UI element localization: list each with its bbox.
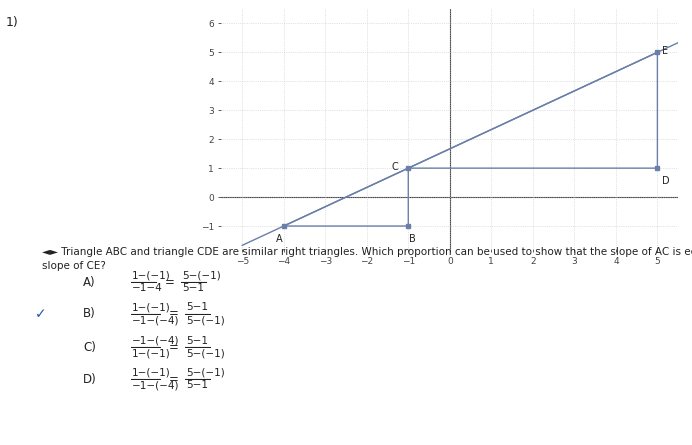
Text: =: = (168, 307, 179, 320)
Text: A: A (276, 234, 283, 244)
Text: ◄► Triangle ABC and triangle CDE are similar right triangles. Which proportion c: ◄► Triangle ABC and triangle CDE are sim… (42, 247, 692, 257)
Text: 1−(−1): 1−(−1) (131, 303, 170, 312)
Text: =: = (165, 275, 174, 289)
Text: ✓: ✓ (35, 307, 46, 321)
Text: 1−(−1): 1−(−1) (131, 348, 170, 358)
Text: 5−(−1): 5−(−1) (185, 348, 224, 358)
Text: 1−(−1): 1−(−1) (131, 271, 170, 281)
Text: 5−1: 5−1 (185, 303, 208, 312)
Text: 1−(−1): 1−(−1) (131, 368, 170, 378)
Text: B): B) (83, 307, 95, 320)
Text: 5−(−1): 5−(−1) (185, 315, 224, 325)
Text: slope of CE?: slope of CE? (42, 261, 105, 271)
Text: −1−(−4): −1−(−4) (131, 336, 179, 346)
Text: −1−4: −1−4 (131, 283, 162, 293)
Text: 5−1: 5−1 (185, 380, 208, 390)
Text: =: = (168, 372, 179, 386)
Text: B: B (409, 234, 416, 244)
Text: C): C) (83, 340, 96, 354)
Text: D: D (662, 176, 670, 186)
Text: −1−(−4): −1−(−4) (131, 315, 179, 325)
Text: 5−(−1): 5−(−1) (182, 271, 221, 281)
Text: 5−1: 5−1 (182, 283, 204, 293)
Text: 1): 1) (6, 16, 18, 28)
Text: −1−(−4): −1−(−4) (131, 380, 179, 390)
Text: E: E (662, 46, 668, 56)
Text: A): A) (83, 275, 95, 289)
Text: 5−1: 5−1 (185, 336, 208, 346)
Text: D): D) (83, 372, 97, 386)
Text: 5−(−1): 5−(−1) (185, 368, 224, 378)
Text: C: C (391, 162, 398, 172)
Text: =: = (168, 340, 179, 354)
